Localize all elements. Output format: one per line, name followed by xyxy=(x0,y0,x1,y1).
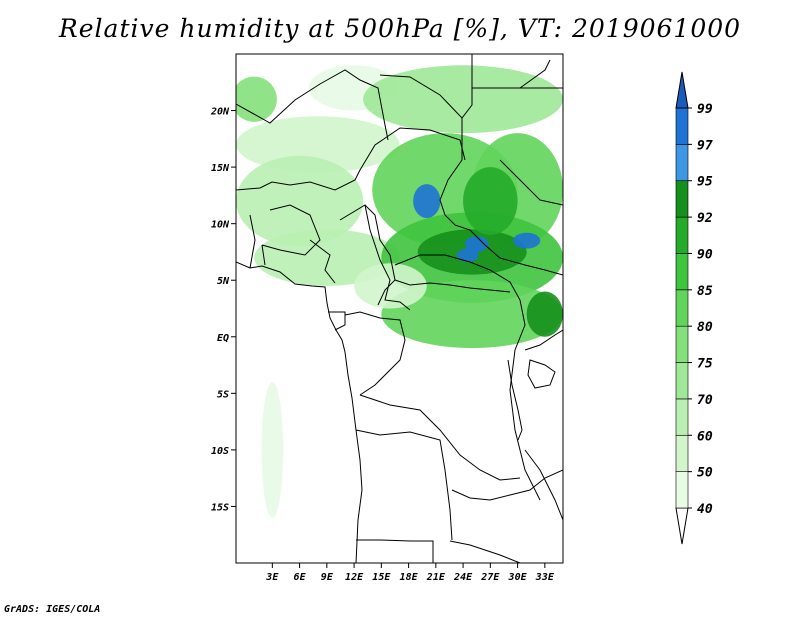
y-tick-label: EQ xyxy=(217,333,229,344)
colorbar-label: 50 xyxy=(697,466,713,481)
humidity-region xyxy=(236,116,400,173)
colorbar-segment xyxy=(675,471,689,509)
map-title: Relative humidity at 500hPa [%], VT: 201… xyxy=(58,14,742,43)
colorbar-segment xyxy=(675,107,689,145)
y-tick-label: 20N xyxy=(210,107,230,118)
border-angola xyxy=(355,429,453,541)
colorbar-segment xyxy=(675,180,689,218)
humidity-region xyxy=(456,248,479,263)
x-tick-label: 30E xyxy=(508,572,528,583)
colorbar-label: 70 xyxy=(697,393,713,408)
colorbar-segment xyxy=(675,216,689,254)
humidity-region xyxy=(464,236,489,252)
border-east-africa xyxy=(524,329,563,351)
x-tick-label: 27E xyxy=(480,572,500,583)
y-tick-label: 5N xyxy=(217,276,230,287)
humidity-region xyxy=(236,155,364,247)
map-frame xyxy=(235,53,564,564)
longitude-axis: 3E 6E 9E 12E 15E 18E 21E 24E 27E 30E 33E xyxy=(265,563,555,583)
x-tick-label: 21E xyxy=(426,572,446,583)
humidity-region xyxy=(413,184,441,219)
y-tick-label: 5S xyxy=(217,389,229,400)
border-lake-victoria xyxy=(527,359,556,389)
colorbar-segment xyxy=(675,253,689,291)
border-cameroon xyxy=(364,204,411,311)
y-tick-label: 15S xyxy=(211,502,229,513)
border-car xyxy=(394,254,521,301)
border-nigeria-south xyxy=(309,239,336,284)
border-sudan-2 xyxy=(454,224,563,276)
colorbar-label: 85 xyxy=(697,284,713,299)
humidity-region xyxy=(381,280,563,349)
colorbar-segment xyxy=(675,144,689,182)
border-drc-south xyxy=(359,394,521,481)
colorbar-label: 90 xyxy=(697,247,713,262)
x-tick-label: 33E xyxy=(535,572,555,583)
humidity-region xyxy=(526,291,563,337)
y-tick-label: 10N xyxy=(211,220,230,231)
colorbar-label: 99 xyxy=(697,102,713,117)
humidity-region xyxy=(236,76,277,122)
colorbar-label: 75 xyxy=(697,357,713,372)
colorbar-segment xyxy=(675,434,689,472)
colorbar-label: 95 xyxy=(697,175,713,190)
west-africa-coastline xyxy=(236,261,363,563)
y-tick-label: 10S xyxy=(211,446,229,457)
border-nigeria xyxy=(339,204,396,306)
humidity-region xyxy=(363,65,563,134)
colorbar-segment xyxy=(675,325,689,363)
colorbar-label: 80 xyxy=(697,320,713,335)
x-tick-label: 18E xyxy=(400,572,419,583)
colorbar-label: 60 xyxy=(697,429,713,444)
border-ne xyxy=(519,59,551,89)
border-burkina xyxy=(261,204,321,256)
x-tick-label: 12E xyxy=(345,572,364,583)
border-sudan-inner xyxy=(499,159,563,206)
border-lake-tanganyika xyxy=(507,359,523,441)
humidity-fill-layer xyxy=(236,65,563,518)
border-drc-east xyxy=(509,299,541,501)
humidity-region xyxy=(463,167,518,235)
colorbar-segment xyxy=(675,289,689,327)
humidity-region xyxy=(513,232,541,249)
border-south-east xyxy=(449,449,563,563)
colorbar-segment xyxy=(675,362,689,400)
border-mali-niger xyxy=(236,127,466,191)
border-ghana xyxy=(249,214,266,269)
border-chad xyxy=(439,118,463,226)
border-gabon xyxy=(328,311,346,331)
country-borders xyxy=(236,54,563,563)
colorbar-label: 92 xyxy=(697,211,713,226)
x-tick-label: 6E xyxy=(294,572,307,583)
colorbar-label: 40 xyxy=(697,502,713,517)
y-tick-label: 15N xyxy=(211,163,230,174)
border-sahara-1 xyxy=(236,69,389,141)
colorbar-upper-arrow xyxy=(675,71,689,109)
colorbar-lower-arrow xyxy=(675,507,689,545)
colorbar-segment xyxy=(675,398,689,436)
latitude-axis: 20N 15N 10N 5N EQ 5S 10S 15S xyxy=(210,107,236,513)
colorbar: 40 50 60 70 75 80 85 90 92 95 97 99 xyxy=(675,71,713,545)
x-tick-label: 3E xyxy=(265,572,279,583)
x-tick-label: 24E xyxy=(453,572,473,583)
x-tick-label: 9E xyxy=(321,572,334,583)
border-zambia xyxy=(451,469,563,501)
humidity-region xyxy=(354,263,427,309)
humidity-region xyxy=(261,382,284,518)
border-angola-south xyxy=(356,539,434,563)
border-congo xyxy=(344,311,406,396)
border-car-south xyxy=(394,279,511,293)
grads-credit: GrADS: IGES/COLA xyxy=(4,604,101,615)
colorbar-label: 97 xyxy=(697,138,713,153)
border-sahara-2 xyxy=(379,54,473,119)
x-tick-label: 15E xyxy=(372,572,391,583)
